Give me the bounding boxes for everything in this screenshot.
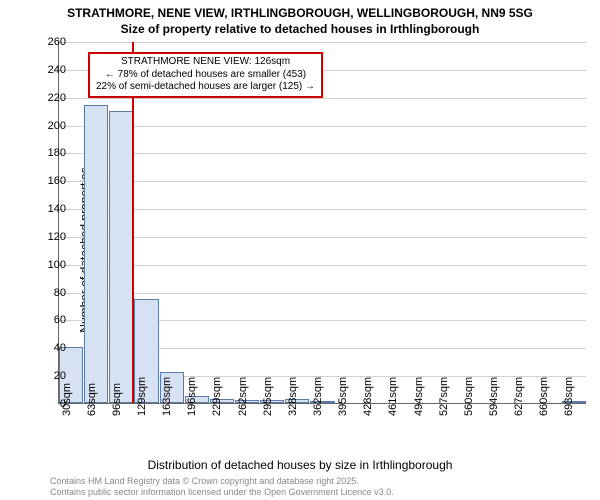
y-tick-label: 200	[48, 120, 66, 132]
y-tick-label: 260	[48, 36, 66, 48]
chart-container: STRATHMORE, NENE VIEW, IRTHLINGBOROUGH, …	[0, 0, 600, 500]
gridline	[59, 153, 586, 154]
footer-attribution-2: Contains public sector information licen…	[50, 487, 394, 497]
chart-title-sub: Size of property relative to detached ho…	[0, 22, 600, 36]
gridline	[59, 181, 586, 182]
footer-attribution-1: Contains HM Land Registry data © Crown c…	[50, 476, 359, 486]
y-tick-label: 120	[48, 231, 66, 243]
gridline	[59, 42, 586, 43]
x-axis-label: Distribution of detached houses by size …	[0, 458, 600, 472]
gridline	[59, 98, 586, 99]
y-tick-label: 180	[48, 147, 66, 159]
annotation-title: STRATHMORE NENE VIEW: 126sqm	[96, 56, 315, 69]
y-tick-label: 60	[54, 314, 66, 326]
y-tick-label: 160	[48, 175, 66, 187]
y-tick-label: 20	[54, 370, 66, 382]
annotation-box: STRATHMORE NENE VIEW: 126sqm ← 78% of de…	[88, 52, 323, 98]
gridline	[59, 209, 586, 210]
gridline	[59, 293, 586, 294]
y-tick-label: 220	[48, 92, 66, 104]
chart-title-main: STRATHMORE, NENE VIEW, IRTHLINGBOROUGH, …	[0, 6, 600, 20]
gridline	[59, 237, 586, 238]
annotation-line2: 22% of semi-detached houses are larger (…	[96, 81, 315, 94]
y-tick-label: 140	[48, 203, 66, 215]
gridline	[59, 265, 586, 266]
histogram-bar	[109, 111, 133, 403]
y-tick-label: 40	[54, 342, 66, 354]
gridline	[59, 126, 586, 127]
y-tick-label: 240	[48, 64, 66, 76]
y-tick-label: 100	[48, 259, 66, 271]
annotation-line1: ← 78% of detached houses are smaller (45…	[96, 69, 315, 82]
y-tick-label: 80	[54, 287, 66, 299]
histogram-bar	[84, 105, 108, 403]
